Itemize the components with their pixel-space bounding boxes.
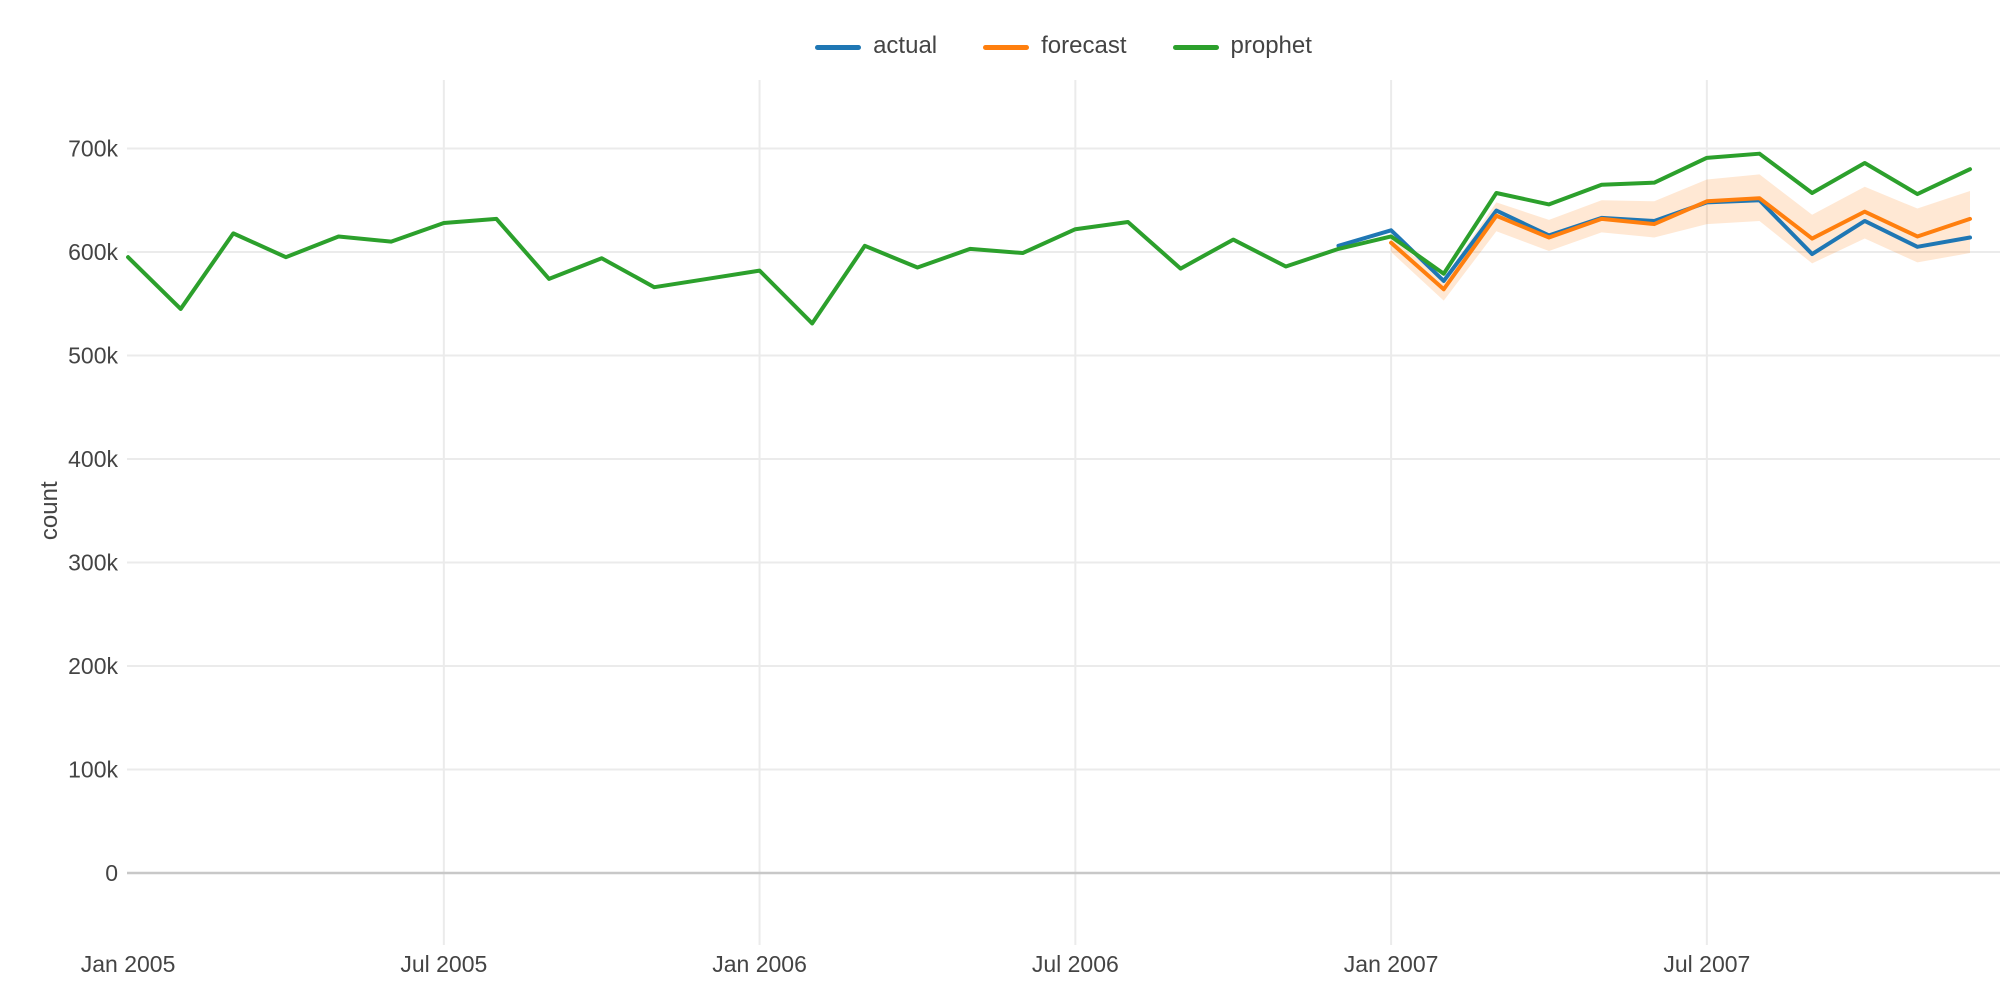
legend-swatch-forecast-icon	[983, 44, 1030, 50]
x-tick-label: Jan 2005	[81, 951, 176, 977]
legend-label-actual: actual	[873, 32, 938, 59]
forecast-confidence-band	[1391, 174, 1971, 301]
legend: actual forecast prophet	[127, 34, 2000, 60]
series-line-actual	[1336, 198, 1973, 283]
legend-item-actual[interactable]: actual	[815, 34, 937, 60]
y-tick-label: 400k	[68, 446, 118, 472]
x-tick-label: Jul 2005	[400, 951, 487, 977]
x-tick-label: Jul 2007	[1663, 951, 1750, 977]
legend-item-forecast[interactable]: forecast	[983, 32, 1127, 60]
legend-swatch-actual-icon	[815, 44, 862, 50]
y-tick-label: 0	[105, 860, 118, 886]
legend-item-prophet[interactable]: prophet	[1172, 32, 1312, 60]
x-tick-label: Jul 2006	[1032, 951, 1119, 977]
y-tick-label: 100k	[68, 756, 118, 782]
y-tick-label: 600k	[68, 239, 118, 265]
legend-swatch-prophet-icon	[1172, 44, 1219, 50]
x-tick-label: Jan 2006	[712, 951, 807, 977]
series-line-prophet	[126, 151, 1973, 326]
y-tick-label: 200k	[68, 653, 118, 679]
y-tick-label: 700k	[68, 136, 118, 162]
y-tick-label: 300k	[68, 549, 118, 575]
series-line-forecast	[1389, 196, 1973, 292]
legend-label-forecast: forecast	[1041, 32, 1127, 59]
legend-label-prophet: prophet	[1230, 32, 1312, 59]
gridlines	[127, 80, 2000, 945]
y-axis-title: count	[36, 481, 63, 540]
y-tick-label: 500k	[68, 343, 118, 369]
x-tick-label: Jan 2007	[1344, 951, 1439, 977]
